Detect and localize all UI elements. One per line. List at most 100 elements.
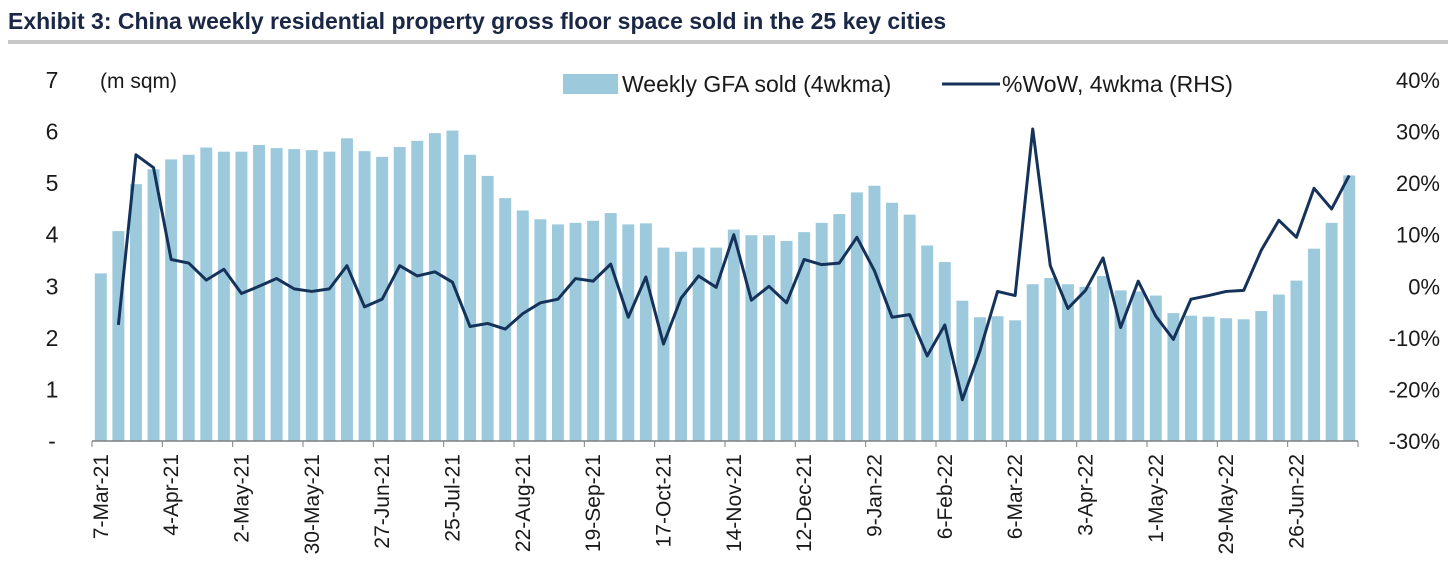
gfa-bar — [411, 140, 424, 441]
gfa-bar — [270, 148, 283, 441]
gfa-bar — [288, 149, 301, 442]
gfa-bar — [94, 273, 107, 441]
gfa-bar — [217, 151, 230, 441]
x-axis-tick-label: 12-Dec-21 — [793, 454, 816, 552]
gfa-bar — [112, 231, 125, 441]
left-axis-ticks: - 1 2 3 4 5 6 7 — [46, 67, 59, 454]
gfa-bar — [850, 192, 863, 441]
gfa-bar — [798, 232, 811, 441]
gfa-bar — [710, 247, 723, 441]
x-axis-tick-label: 9-Jan-22 — [864, 454, 887, 537]
gfa-bar — [587, 220, 600, 441]
x-axis-tick-label: 22-Aug-21 — [512, 454, 535, 552]
left-axis-tick-label: 2 — [46, 325, 59, 351]
x-axis-tick-label: 6-Mar-22 — [1004, 454, 1027, 539]
gfa-bar — [305, 150, 318, 441]
gfa-bar — [499, 198, 512, 441]
left-axis-tick-label: 1 — [46, 376, 59, 402]
gfa-bar — [1290, 280, 1303, 441]
right-axis-tick-label: 20% — [1396, 171, 1440, 196]
left-axis-unit-label: (m sqm) — [100, 70, 177, 93]
x-axis-tick-label: 1-May-22 — [1145, 454, 1168, 543]
gfa-bar — [938, 262, 951, 441]
left-axis-tick-label: 4 — [46, 222, 59, 248]
gfa-bar — [235, 151, 248, 441]
gfa-bar — [956, 300, 969, 441]
gfa-bar — [1114, 290, 1127, 441]
gfa-bar — [551, 224, 564, 441]
left-axis-tick-label: 6 — [46, 119, 59, 145]
gfa-bar — [464, 154, 477, 441]
wow-line-series — [116, 127, 1351, 402]
right-axis-tick-label: 40% — [1396, 68, 1440, 93]
gfa-bar — [569, 222, 582, 441]
gfa-bar — [833, 214, 846, 441]
gfa-bar — [903, 214, 916, 441]
gfa-bar — [1009, 320, 1022, 441]
gfa-bar — [481, 175, 494, 442]
gfa-bar — [1255, 311, 1268, 441]
gfa-bar — [1237, 319, 1250, 441]
gfa-bar — [1149, 295, 1162, 441]
title-divider — [8, 40, 1448, 44]
gfa-bar — [675, 251, 688, 441]
gfa-bar — [1343, 175, 1356, 441]
gfa-bar — [1202, 316, 1215, 441]
x-axis-tick-label: 27-Jun-21 — [371, 454, 394, 549]
x-axis-tick-label: 14-Nov-21 — [723, 454, 746, 552]
gfa-bar — [604, 213, 617, 441]
gfa-bar — [745, 235, 758, 441]
gfa-bar — [692, 247, 705, 441]
gfa-bar — [1061, 284, 1074, 441]
bars-layer — [94, 130, 1356, 442]
gfa-bar — [534, 219, 547, 441]
x-axis-tick-label: 2-May-21 — [231, 454, 254, 543]
legend-bar-label: Weekly GFA sold (4wkma) — [622, 71, 891, 97]
right-axis-tick-label: 30% — [1396, 120, 1440, 145]
gfa-bar — [727, 229, 740, 441]
x-axis-tick-label: 25-Jul-21 — [442, 454, 465, 542]
gfa-bar — [1044, 278, 1057, 441]
gfa-bar — [622, 224, 635, 441]
gfa-bar — [1325, 222, 1338, 441]
x-axis-tick-label: 3-Apr-22 — [1075, 454, 1098, 536]
left-axis-tick-label: - — [48, 428, 56, 454]
gfa-bar — [129, 184, 142, 442]
gfa-bar — [868, 185, 881, 441]
gfa-bar — [1079, 286, 1092, 441]
legend: Weekly GFA sold (4wkma) %WoW, 4wkma (RHS… — [563, 71, 1233, 97]
right-axis-tick-label: 0% — [1408, 274, 1440, 299]
gfa-bar — [428, 133, 441, 441]
axes-layer — [91, 440, 1359, 447]
x-axis-tick-label: 19-Sep-21 — [582, 454, 605, 552]
gfa-bar — [182, 154, 195, 441]
right-axis-tick-label: 10% — [1396, 223, 1440, 248]
gfa-bar — [762, 235, 775, 441]
line-layer — [116, 127, 1351, 402]
gfa-bar — [973, 317, 986, 441]
gfa-bar — [1308, 248, 1321, 441]
gfa-bar — [1097, 275, 1110, 441]
right-axis-tick-label: -10% — [1389, 326, 1440, 351]
right-axis-tick-label: -20% — [1389, 377, 1440, 402]
gfa-bar — [200, 147, 213, 441]
x-axis-tick-label: 26-Jun-22 — [1286, 454, 1309, 549]
gfa-bar — [358, 151, 371, 442]
x-axis-tick-label: 29-May-22 — [1215, 454, 1238, 554]
gfa-bar — [253, 144, 266, 442]
gfa-bar — [1167, 313, 1180, 441]
x-axis-tick-label: 30-May-21 — [301, 454, 324, 554]
gfa-bar — [165, 159, 178, 442]
gfa-bar — [147, 169, 160, 441]
gfa-bar — [991, 316, 1004, 441]
gfa-bar — [1026, 284, 1039, 441]
x-axis-tick-label: 17-Oct-21 — [653, 454, 676, 547]
gfa-bar — [393, 147, 406, 442]
gfa-bar — [1272, 294, 1285, 441]
left-axis-tick-label: 3 — [46, 273, 59, 299]
x-axis-tick-label: 6-Feb-22 — [934, 454, 957, 539]
right-axis-tick-label: -30% — [1389, 429, 1440, 454]
gfa-bar — [1220, 318, 1233, 441]
legend-line-label: %WoW, 4wkma (RHS) — [1002, 71, 1233, 97]
